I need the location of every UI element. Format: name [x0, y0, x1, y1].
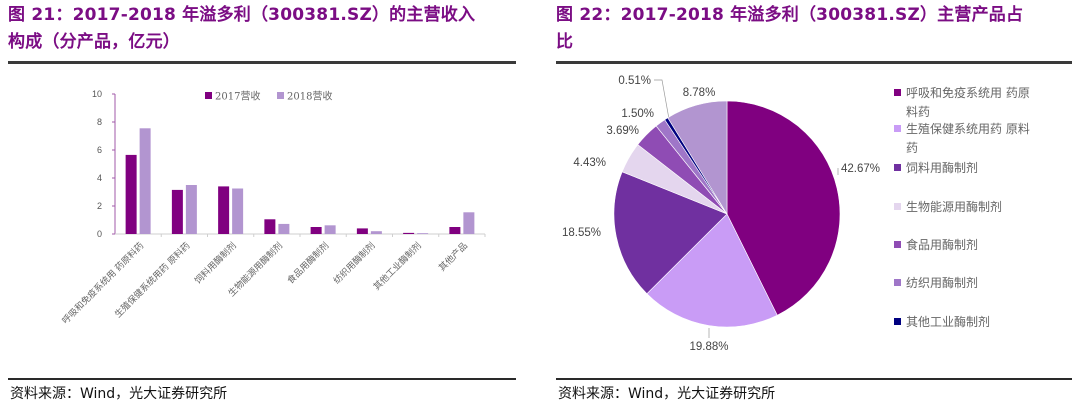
source-note: 资料来源：Wind，光大证券研究所	[558, 386, 776, 402]
bar	[232, 188, 244, 234]
bar	[403, 232, 415, 234]
title-line-1: 图 21：2017-2018 年溢多利（300381.SZ）的主营收入	[8, 5, 476, 25]
slice-percent-label: 8.78%	[683, 87, 716, 99]
bar	[264, 219, 276, 234]
category-label: 呼吸和免疫系统用 药原料药	[59, 240, 146, 327]
legend-label: 食品用酶制剂	[906, 237, 978, 252]
pie-slice	[613, 171, 728, 295]
bottom-divider	[556, 378, 1072, 380]
legend-swatch	[894, 318, 901, 325]
pie-chart: 42.67% 19.88% 18.55% 4.43% 3.69% 1.50% 0.51% 8.…	[562, 75, 1030, 353]
legend-swatch	[894, 89, 901, 96]
category-label: 饲料用酶制剂	[192, 240, 239, 287]
title-line-1: 图 22：2017-2018 年溢多利（300381.SZ）主营产品占	[556, 5, 1024, 25]
y-tick-label: 8	[97, 117, 102, 127]
pie-slice	[726, 100, 841, 316]
legend-label: 生殖保健系统用药 原料	[906, 121, 1030, 136]
category-label: 其他工业酶制剂	[371, 240, 424, 293]
bar	[449, 227, 461, 234]
legend-label-cont: 料药	[906, 105, 930, 119]
legend-swatch	[894, 203, 901, 210]
pie-slice	[646, 213, 778, 328]
bottom-divider	[8, 378, 516, 380]
bar-chart-title: 图 21：2017-2018 年溢多利（300381.SZ）的主营收入 构成（分…	[8, 2, 523, 56]
legend-label-cont: 药	[906, 141, 918, 155]
legend-label: 呼吸和免疫系统用 药原	[906, 85, 1030, 100]
category-label: 其他产品	[436, 240, 470, 274]
pie-slice	[667, 100, 728, 216]
bar	[417, 233, 429, 234]
bar	[139, 128, 151, 234]
title-line-2: 比	[556, 32, 574, 52]
bar	[310, 227, 322, 234]
legend-swatch	[894, 125, 901, 132]
legend-swatch	[205, 92, 212, 99]
category-label: 生殖保健系统用药 原料药	[112, 240, 193, 321]
legend-swatch	[894, 241, 901, 248]
top-divider	[8, 61, 516, 64]
y-tick-label: 10	[92, 89, 102, 99]
legend-label: 其他工业酶制剂	[906, 314, 990, 329]
y-tick-label: 4	[97, 173, 102, 183]
y-tick-label: 6	[97, 145, 102, 155]
bar	[278, 223, 290, 234]
bar	[125, 154, 137, 234]
y-tick-label: 0	[97, 229, 102, 239]
bar	[185, 185, 197, 234]
legend-label: 饲料用酶制剂	[906, 160, 978, 175]
pie-chart-title: 图 22：2017-2018 年溢多利（300381.SZ）主营产品占 比	[556, 2, 1076, 56]
top-divider	[556, 61, 1072, 64]
legend-swatch	[894, 279, 901, 286]
legend-label: 纺织用酶制剂	[906, 275, 978, 290]
bar-chart-panel: 图 21：2017-2018 年溢多利（300381.SZ）的主营收入 构成（分…	[8, 0, 523, 414]
legend-swatch	[894, 164, 901, 171]
bar	[370, 231, 382, 234]
bar	[218, 186, 230, 234]
pie-chart-panel: 图 22：2017-2018 年溢多利（300381.SZ）主营产品占 比 42…	[556, 0, 1076, 414]
title-line-2: 构成（分产品，亿元）	[8, 32, 180, 52]
y-tick-label: 2	[97, 201, 102, 211]
bar	[171, 189, 183, 234]
slice-percent-label: 4.43%	[573, 157, 606, 169]
bar	[463, 212, 475, 234]
slice-percent-label: 1.50%	[621, 108, 654, 120]
slice-percent-label: 42.67%	[841, 163, 880, 175]
slice-percent-label: 0.51%	[618, 75, 651, 87]
legend-label: 2017营收	[215, 90, 260, 103]
category-label: 纺织用酶制剂	[331, 240, 378, 287]
slice-percent-label: 18.55%	[562, 227, 601, 239]
slice-percent-label: 3.69%	[606, 125, 639, 137]
bar	[356, 228, 368, 234]
bar	[324, 225, 336, 234]
legend-label: 2018营收	[287, 90, 332, 103]
slice-percent-label: 19.88%	[689, 341, 728, 353]
source-note: 资料来源：Wind，光大证券研究所	[10, 386, 228, 402]
legend-swatch	[277, 92, 284, 99]
legend-label: 生物能源用酶制剂	[906, 199, 1002, 214]
category-label: 食品用酶制剂	[285, 240, 332, 287]
